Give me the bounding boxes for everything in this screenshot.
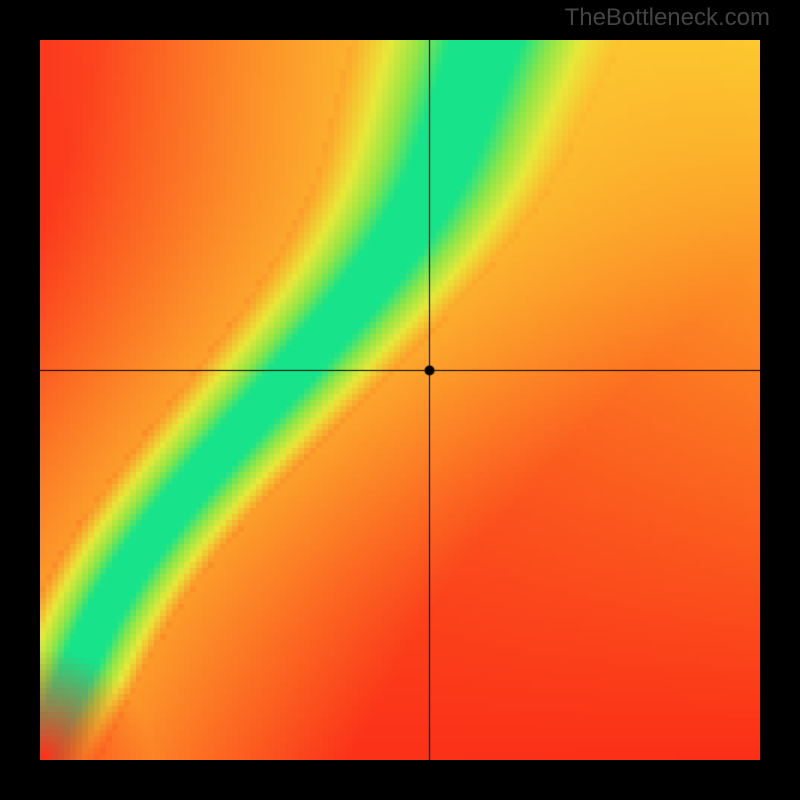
- watermark-text: TheBottleneck.com: [565, 4, 770, 32]
- bottleneck-heatmap: [40, 40, 760, 760]
- chart-container: { "watermark": { "text": "TheBottleneck.…: [0, 0, 800, 800]
